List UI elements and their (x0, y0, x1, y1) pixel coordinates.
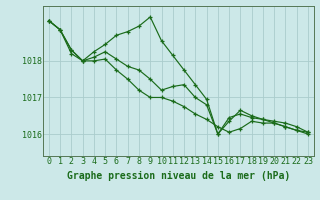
X-axis label: Graphe pression niveau de la mer (hPa): Graphe pression niveau de la mer (hPa) (67, 171, 290, 181)
